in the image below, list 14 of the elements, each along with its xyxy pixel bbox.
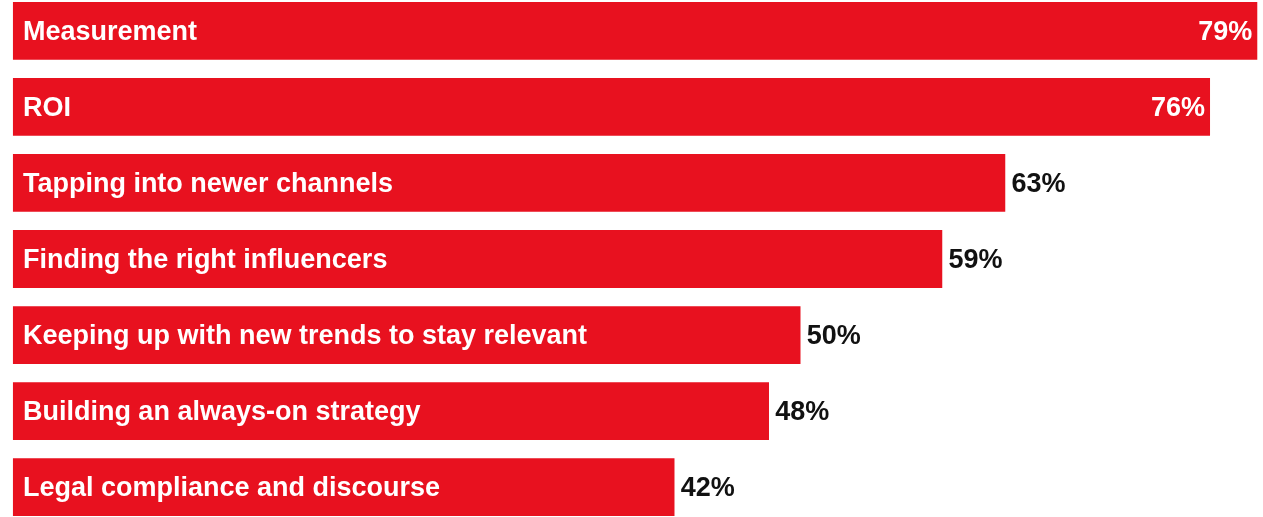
data-label: 79% bbox=[1198, 15, 1253, 46]
y-tick-label: Building an always-on strategy bbox=[22, 396, 421, 427]
data-label: 50% bbox=[806, 320, 861, 351]
data-label: 63% bbox=[1011, 167, 1066, 198]
data-label: 42% bbox=[680, 472, 735, 503]
y-tick-label: Finding the right influencers bbox=[22, 244, 388, 274]
data-label: 76% bbox=[1151, 91, 1206, 122]
data-label: 48% bbox=[775, 396, 830, 427]
data-label: 59% bbox=[948, 244, 1003, 274]
y-tick-label: Tapping into newer channels bbox=[22, 167, 393, 198]
y-tick-label: Measurement bbox=[22, 15, 197, 46]
y-tick-label: Legal compliance and discourse bbox=[22, 472, 441, 503]
y-tick-label: ROI bbox=[22, 91, 71, 122]
y-tick-label: Keeping up with new trends to stay relevant bbox=[22, 320, 588, 351]
